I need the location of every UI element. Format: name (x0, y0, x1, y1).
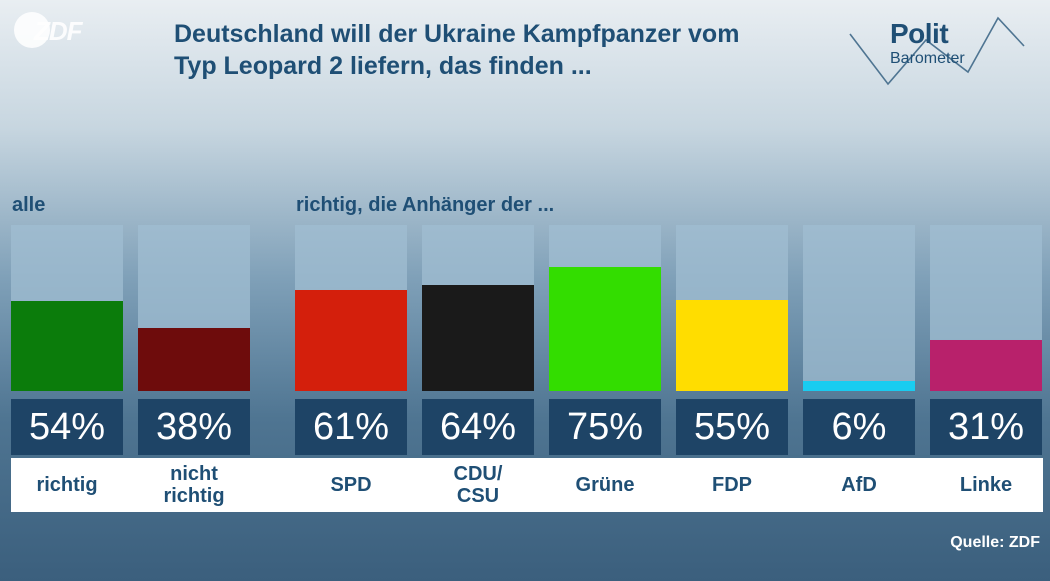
bar-track-afd (803, 225, 915, 391)
zdf-logo-text: ZDF (34, 16, 83, 46)
politbarometer-logo: Polit Barometer (848, 12, 1028, 88)
category-label-richtig: richtig (36, 474, 98, 496)
value-label-spd: 61% (295, 399, 407, 455)
bar-fdp (676, 299, 788, 391)
chart-title: Deutschland will der Ukraine Kampfpanzer… (174, 18, 834, 82)
value-label-cdu-csu: 64% (422, 399, 534, 455)
bar-track-nicht-richtig (138, 225, 250, 391)
bar-cdu-csu (422, 284, 534, 391)
zdf-logo-circle (14, 12, 50, 48)
source-note: Quelle: ZDF (950, 534, 1040, 551)
value-label-grüne: 75% (549, 399, 661, 455)
bar-track-grüne (549, 225, 661, 391)
value-label-nicht-richtig: 38% (138, 399, 250, 455)
brand-barometer: Barometer (890, 50, 965, 67)
bar-track-cdu-csu (422, 225, 534, 391)
category-label-cdu-csu: CDU/CSU (453, 463, 503, 507)
category-label-grüne: Grüne (575, 474, 635, 496)
category-label-strip (11, 458, 1043, 512)
category-label-nicht-richtig: nicht richtig (163, 463, 225, 507)
bar-spd (295, 289, 407, 391)
group-label-parties: richtig, die Anhänger der ... (296, 194, 555, 216)
bar-track-richtig (11, 225, 123, 391)
value-label-fdp: 55% (676, 399, 788, 455)
bar-track-linke (930, 225, 1042, 391)
bar-nicht-richtig (138, 327, 250, 391)
bar-grüne (549, 266, 661, 391)
zdf-logo: ZDF (14, 10, 88, 50)
bar-richtig (11, 301, 123, 391)
category-label-spd: SPD (330, 474, 372, 496)
chart-title-line-2: Typ Leopard 2 liefern, das finden ... (174, 52, 592, 80)
politbarometer-line-graphic (849, 16, 1025, 86)
value-label-richtig: 54% (11, 399, 123, 455)
category-label-linke: Linke (959, 474, 1013, 496)
category-label-fdp: FDP (712, 474, 752, 496)
value-label-linke: 31% (930, 399, 1042, 455)
brand-polit: Polit (890, 18, 949, 49)
category-label-afd: AfD (841, 474, 877, 496)
value-label-afd: 6% (803, 399, 915, 455)
bar-afd (803, 381, 915, 391)
group-label-alle: alle (12, 194, 46, 216)
chart-title-line-1: Deutschland will der Ukraine Kampfpanzer… (174, 20, 740, 48)
bar-track-fdp (676, 225, 788, 391)
bar-linke (930, 339, 1042, 391)
bar-track-spd (295, 225, 407, 391)
